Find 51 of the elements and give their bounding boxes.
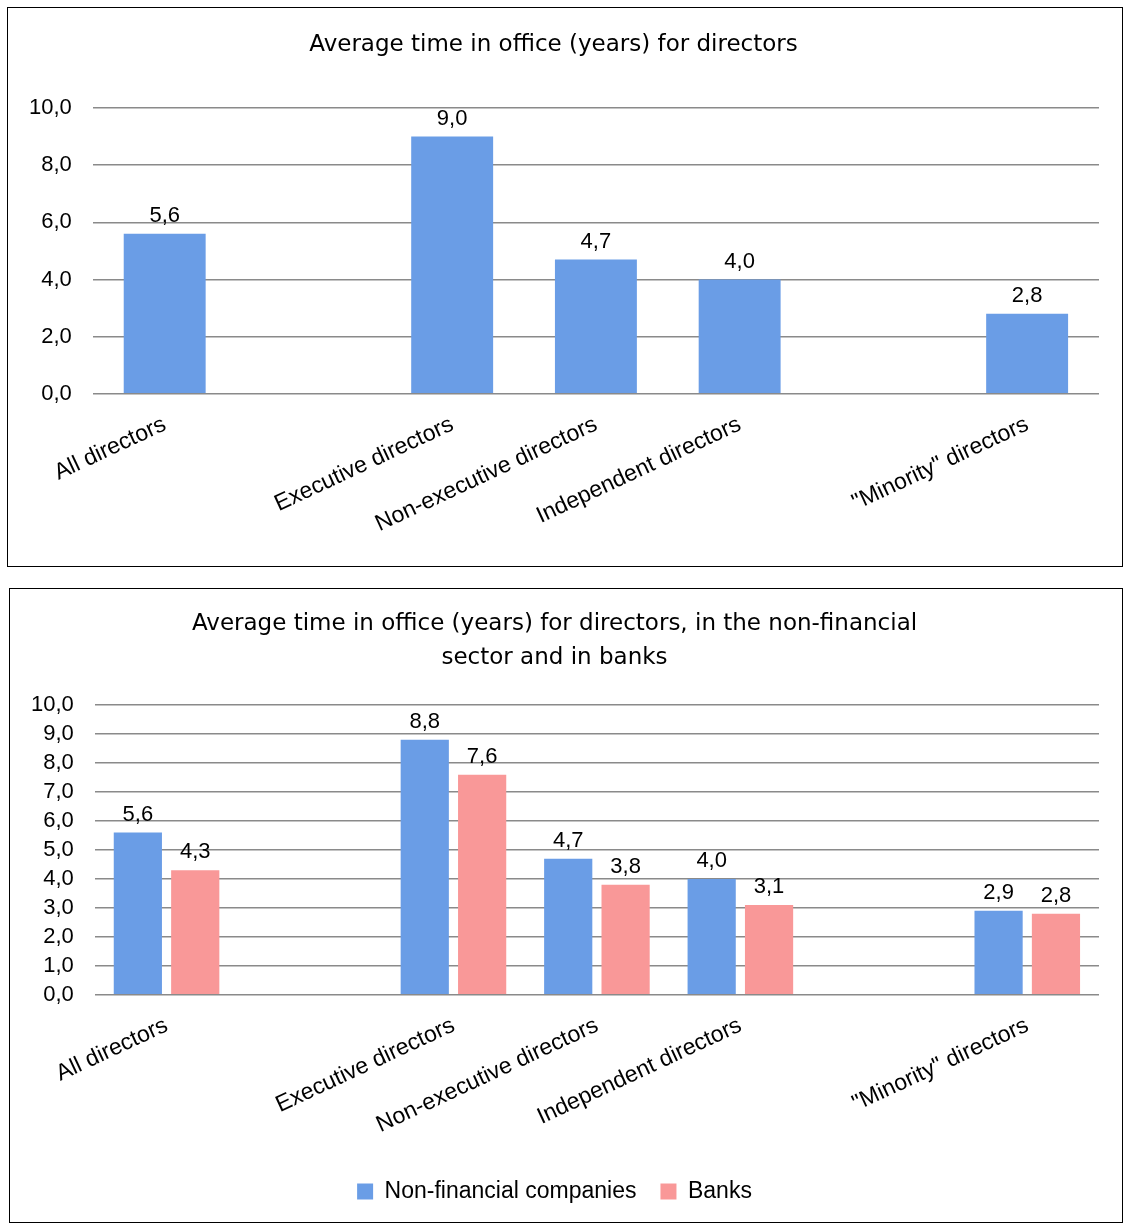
y-tick-label: 6,0 — [41, 208, 72, 234]
bar — [123, 233, 206, 394]
chart-title: Average time in office (years) for directors, in the non-financial sector and in banks — [191, 608, 918, 670]
bar — [554, 259, 637, 394]
y-tick-label: 0,0 — [43, 980, 74, 1006]
legend-label: Banks — [687, 1176, 752, 1203]
data-label: 2,8 — [1011, 281, 1043, 307]
data-label: 3,8 — [610, 852, 641, 878]
data-label: 2,9 — [983, 878, 1014, 904]
bar — [411, 136, 494, 394]
bar — [458, 774, 507, 995]
data-label: 5,6 — [122, 800, 154, 826]
y-tick-label: 2,0 — [43, 922, 74, 948]
bar — [986, 313, 1069, 394]
bar — [171, 870, 220, 995]
bar — [744, 905, 794, 995]
data-label: 2,8 — [1040, 881, 1072, 907]
y-tick-label: 8,0 — [41, 151, 72, 177]
data-label: 9,0 — [436, 104, 468, 130]
y-tick-label: 8,0 — [43, 749, 74, 775]
data-label: 4,7 — [552, 826, 584, 852]
y-tick-label: 4,0 — [43, 865, 74, 891]
y-tick-label: 4,0 — [41, 265, 72, 291]
data-label: 7,6 — [466, 742, 498, 768]
bar — [400, 739, 449, 995]
bar — [974, 910, 1023, 995]
bar — [601, 884, 650, 995]
data-label: 4,7 — [580, 227, 612, 253]
y-tick-label: 10,0 — [30, 691, 74, 717]
data-label: 4,0 — [724, 247, 755, 273]
chart-title: Average time in office (years) for directors — [309, 29, 798, 56]
bar — [544, 858, 593, 995]
data-label: 4,3 — [179, 838, 211, 864]
data-label: 5,6 — [149, 201, 180, 227]
bar — [687, 878, 736, 995]
bar — [698, 279, 781, 394]
y-tick-label: 2,0 — [41, 322, 72, 348]
y-tick-label: 1,0 — [43, 951, 74, 977]
y-tick-label: 5,0 — [43, 836, 74, 862]
legend-label: Non-financial companies — [384, 1176, 637, 1203]
y-tick-label: 0,0 — [41, 379, 72, 405]
y-tick-label: 6,0 — [43, 807, 74, 833]
data-label: 3,1 — [753, 873, 785, 899]
data-label: 8,8 — [409, 707, 441, 733]
y-tick-label: 3,0 — [43, 894, 74, 919]
y-tick-label: 7,0 — [43, 778, 74, 804]
y-tick-label: 9,0 — [43, 720, 74, 746]
data-label: 4,0 — [696, 847, 727, 873]
y-tick-label: 10,0 — [28, 94, 72, 120]
bar — [1031, 913, 1081, 995]
bar — [113, 832, 162, 995]
